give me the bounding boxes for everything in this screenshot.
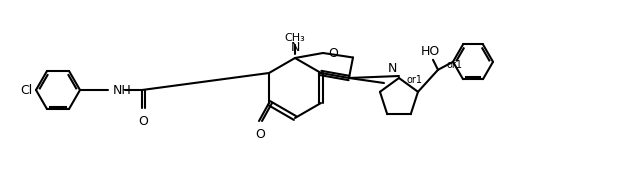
Text: CH₃: CH₃ <box>285 33 305 43</box>
Text: N: N <box>387 62 397 75</box>
Text: O: O <box>255 128 265 141</box>
Text: HO: HO <box>420 45 439 58</box>
Text: O: O <box>138 115 148 128</box>
Text: Cl: Cl <box>20 84 32 97</box>
Text: N: N <box>290 41 300 54</box>
Text: NH: NH <box>113 84 132 97</box>
Text: O: O <box>328 46 338 60</box>
Text: or1: or1 <box>446 60 462 70</box>
Text: or1: or1 <box>407 75 423 85</box>
